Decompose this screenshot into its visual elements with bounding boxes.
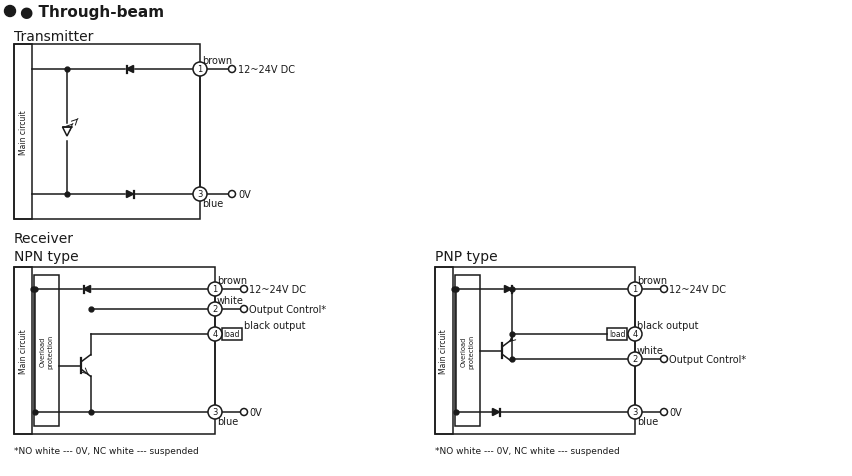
Text: Overload
protection: Overload protection — [40, 334, 53, 368]
Text: PNP type: PNP type — [435, 249, 498, 263]
Text: 0V: 0V — [669, 407, 682, 417]
Circle shape — [228, 66, 235, 73]
Text: load: load — [224, 330, 240, 339]
Text: 1: 1 — [212, 285, 217, 294]
Circle shape — [628, 327, 642, 341]
Circle shape — [4, 7, 15, 18]
Circle shape — [208, 327, 222, 341]
Bar — [435, 268, 453, 434]
Polygon shape — [126, 66, 134, 73]
Text: 4: 4 — [212, 330, 217, 339]
Text: blue: blue — [637, 416, 659, 426]
Text: white: white — [637, 345, 664, 355]
Polygon shape — [504, 286, 511, 293]
Bar — [14, 45, 200, 219]
Text: 3: 3 — [198, 190, 203, 199]
Bar — [14, 45, 32, 219]
Circle shape — [628, 352, 642, 366]
Text: 12~24V DC: 12~24V DC — [669, 284, 726, 294]
Text: Overload
protection: Overload protection — [461, 334, 474, 368]
Text: 2: 2 — [632, 355, 637, 364]
Text: Main circuit: Main circuit — [19, 328, 27, 373]
Bar — [14, 268, 215, 434]
Text: ● Through-beam: ● Through-beam — [20, 4, 164, 20]
Circle shape — [660, 286, 667, 293]
Text: brown: brown — [217, 276, 247, 286]
Text: brown: brown — [202, 56, 232, 66]
Circle shape — [193, 188, 207, 201]
Circle shape — [628, 282, 642, 297]
Text: 1: 1 — [632, 285, 637, 294]
Circle shape — [208, 302, 222, 317]
Text: 3: 3 — [632, 407, 637, 416]
Text: Transmitter: Transmitter — [14, 30, 94, 44]
Text: 0V: 0V — [238, 189, 250, 199]
Circle shape — [240, 306, 247, 313]
Text: 4: 4 — [632, 330, 637, 339]
Bar — [435, 268, 635, 434]
Text: blue: blue — [202, 198, 223, 208]
Circle shape — [660, 356, 667, 363]
Text: 12~24V DC: 12~24V DC — [238, 65, 295, 75]
Text: 3: 3 — [212, 407, 218, 416]
Text: 12~24V DC: 12~24V DC — [249, 284, 306, 294]
Circle shape — [193, 63, 207, 77]
Polygon shape — [126, 191, 134, 198]
Text: *NO white --- 0V, NC white --- suspended: *NO white --- 0V, NC white --- suspended — [435, 446, 619, 455]
Text: Output Control*: Output Control* — [669, 354, 746, 364]
Circle shape — [208, 405, 222, 419]
Text: white: white — [217, 296, 244, 306]
Polygon shape — [62, 128, 72, 137]
Text: brown: brown — [637, 276, 667, 286]
Bar — [222, 328, 242, 340]
Polygon shape — [83, 286, 90, 293]
Circle shape — [628, 405, 642, 419]
Polygon shape — [492, 408, 499, 416]
Text: Receiver: Receiver — [14, 231, 74, 246]
Circle shape — [240, 286, 247, 293]
Text: 1: 1 — [198, 65, 203, 74]
Text: blue: blue — [217, 416, 239, 426]
Circle shape — [660, 408, 667, 416]
Text: load: load — [608, 330, 625, 339]
Text: 0V: 0V — [249, 407, 262, 417]
Bar — [455, 276, 480, 426]
Text: Main circuit: Main circuit — [19, 110, 27, 155]
Circle shape — [228, 191, 235, 198]
Circle shape — [240, 408, 247, 416]
Text: Main circuit: Main circuit — [440, 328, 448, 373]
Bar — [14, 268, 32, 434]
Text: 2: 2 — [212, 305, 217, 314]
Text: *NO white --- 0V, NC white --- suspended: *NO white --- 0V, NC white --- suspended — [14, 446, 199, 455]
Text: black output: black output — [244, 320, 306, 330]
Circle shape — [208, 282, 222, 297]
Text: black output: black output — [637, 320, 699, 330]
Text: Output Control*: Output Control* — [249, 304, 326, 314]
Bar — [607, 328, 627, 340]
Bar — [34, 276, 59, 426]
Text: NPN type: NPN type — [14, 249, 78, 263]
